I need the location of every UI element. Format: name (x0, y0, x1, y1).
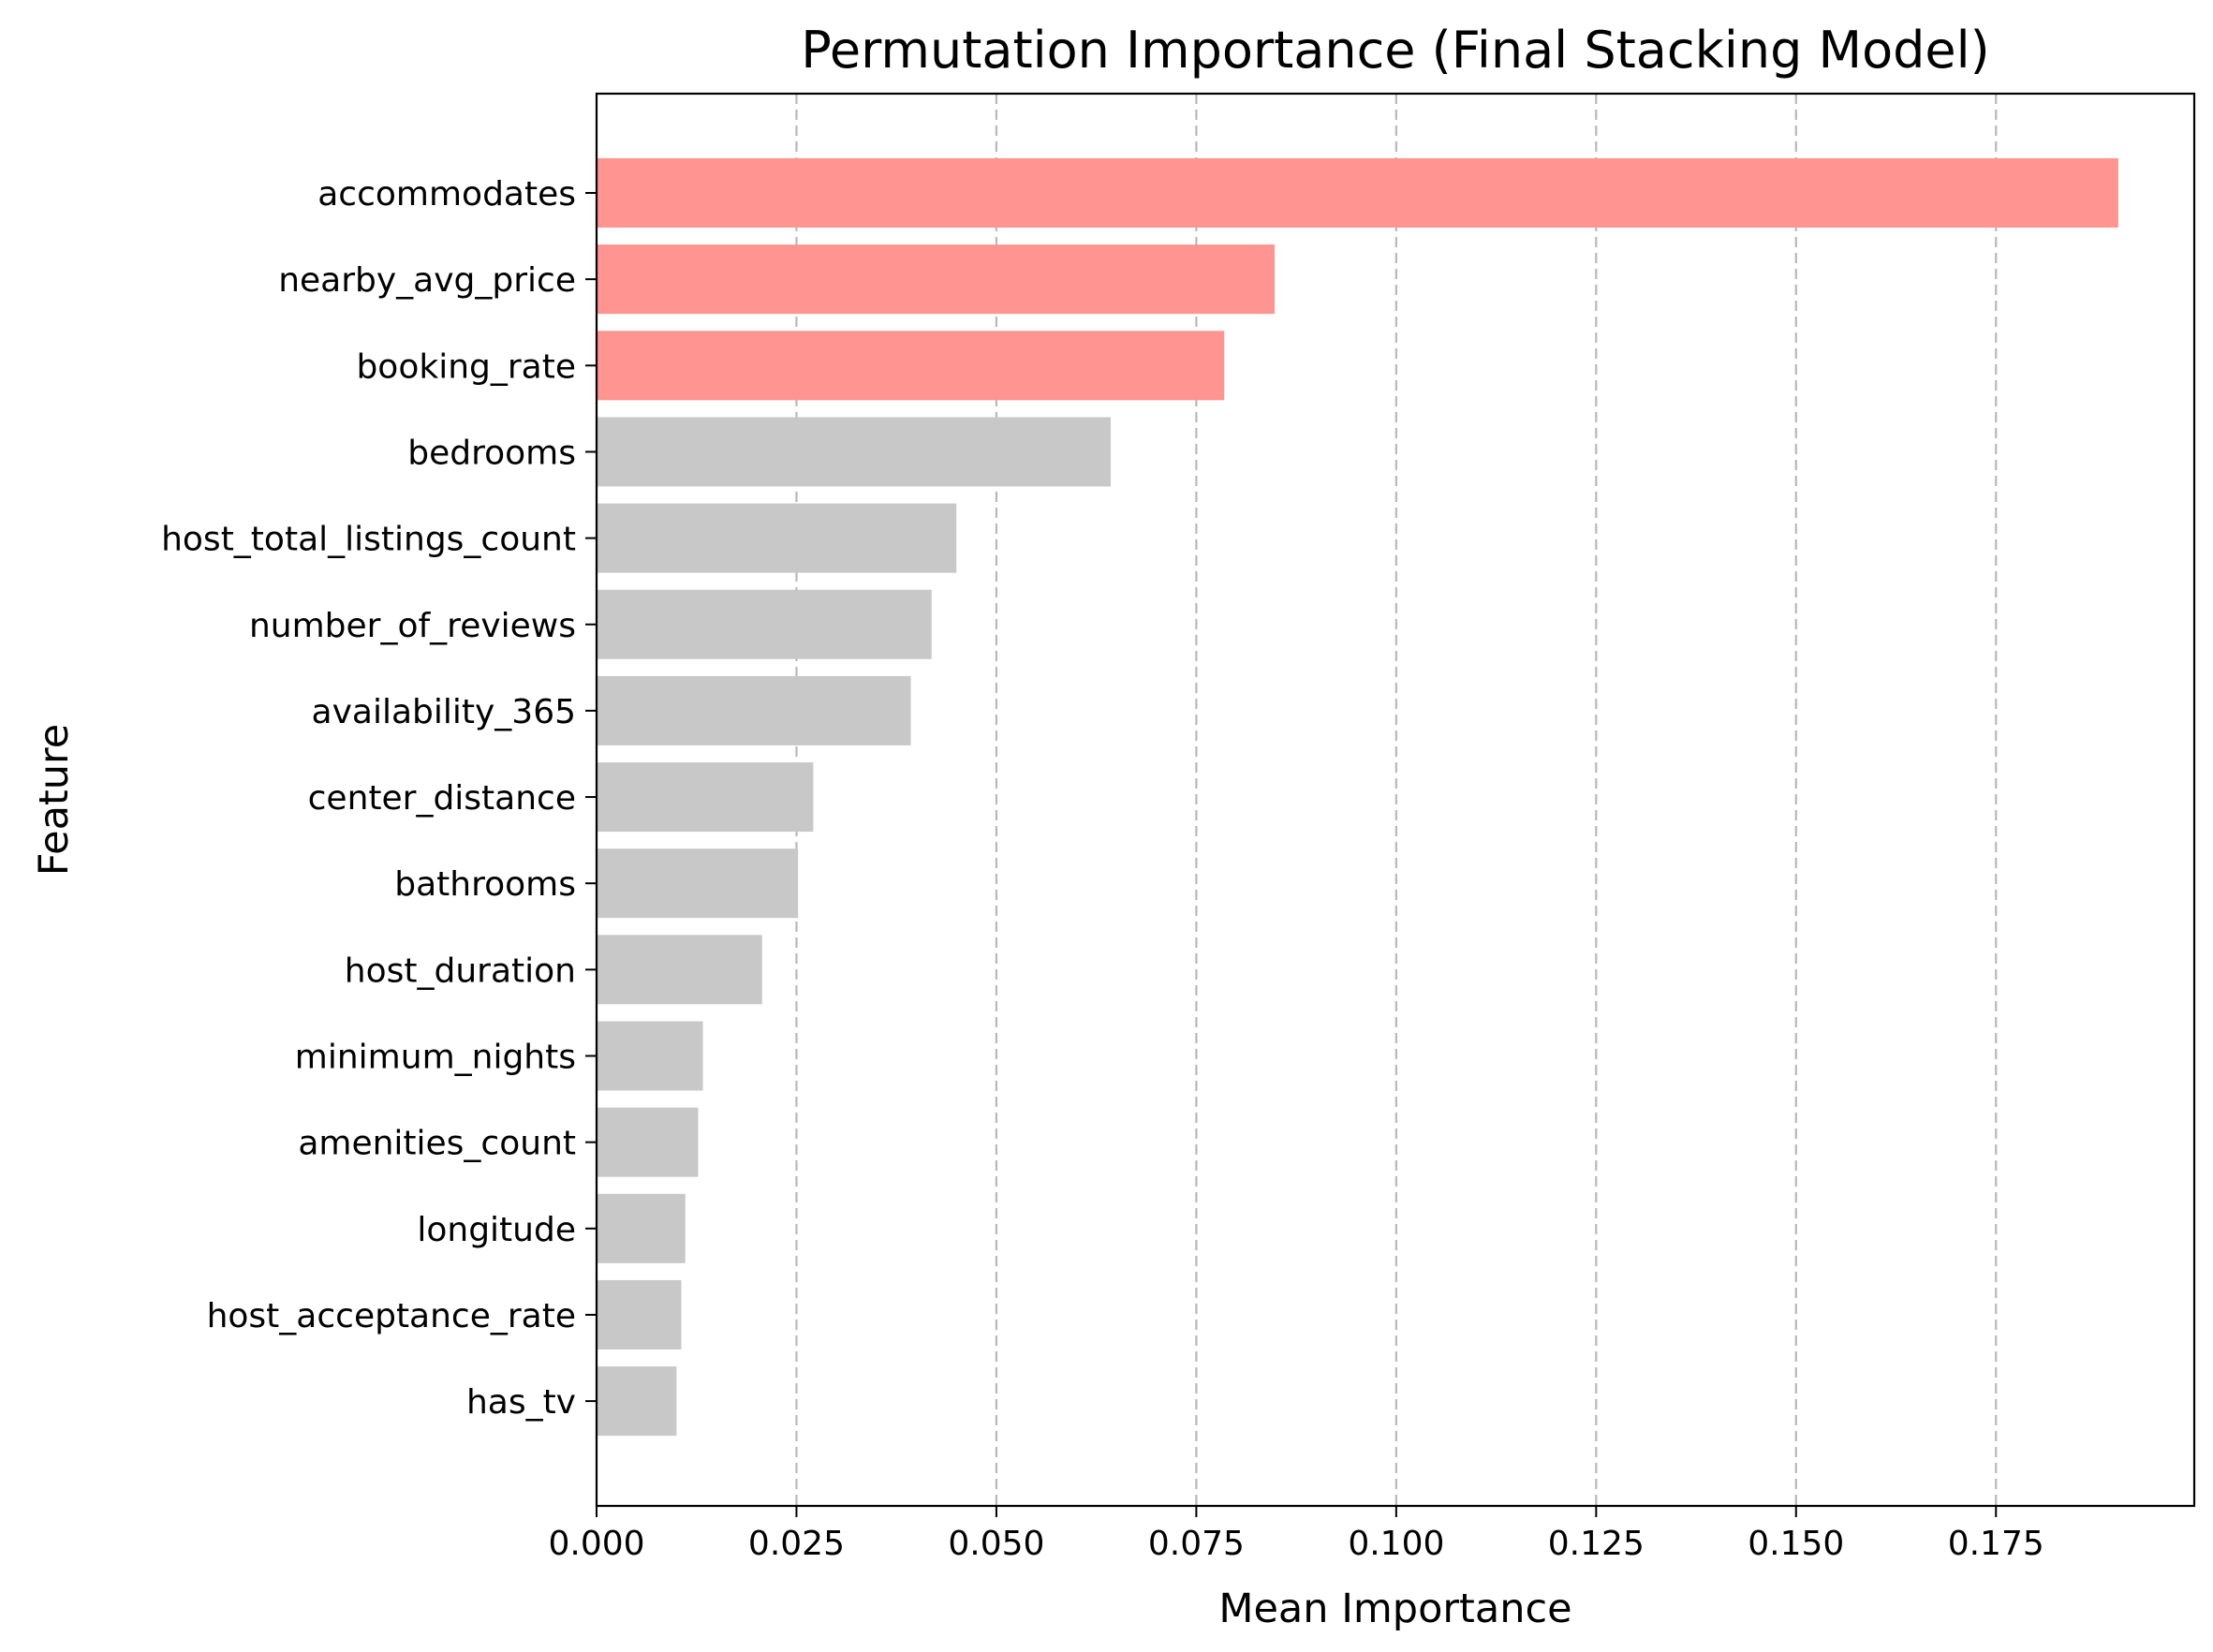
x-tick-label: 0.025 (748, 1525, 845, 1563)
y-tick-label: accommodates (317, 175, 576, 214)
bar-longitude (597, 1193, 686, 1263)
y-tick-label: longitude (417, 1211, 576, 1249)
y-tick-label: host_acceptance_rate (207, 1297, 576, 1335)
chart-title: Permutation Importance (Final Stacking M… (801, 21, 1989, 80)
x-axis-ticks: 0.000 0.025 0.050 0.075 0.100 0.125 0.150 0.175 (548, 1506, 2044, 1563)
bar-host-duration (597, 935, 762, 1005)
bar-bathrooms (597, 848, 799, 919)
bar-accommodates (597, 158, 2118, 228)
y-tick-label: amenities_count (298, 1125, 576, 1163)
x-tick-label: 0.150 (1748, 1525, 1844, 1563)
y-tick-label: host_total_listings_count (161, 521, 576, 559)
bar-bedrooms (597, 417, 1112, 487)
y-tick-label: booking_rate (356, 347, 576, 386)
x-tick-label: 0.125 (1548, 1525, 1645, 1563)
y-tick-label: availability_365 (312, 693, 576, 731)
y-tick-label: bathrooms (394, 865, 576, 904)
bar-host-total-listings-count (597, 503, 957, 573)
bar-center-distance (597, 762, 814, 833)
x-tick-label: 0.075 (1148, 1525, 1245, 1563)
y-tick-label: nearby_avg_price (278, 261, 576, 300)
x-tick-label: 0.000 (548, 1525, 644, 1563)
y-axis-ticks: accommodates nearby_avg_price booking_rate… (161, 175, 597, 1422)
bar-booking-rate (597, 331, 1225, 401)
y-tick-label: bedrooms (407, 434, 576, 472)
bar-host-acceptance-rate (597, 1279, 682, 1350)
x-tick-label: 0.100 (1348, 1525, 1444, 1563)
y-tick-label: center_distance (308, 779, 576, 818)
bar-amenities-count (597, 1107, 699, 1177)
bar-availability-365 (597, 675, 911, 745)
x-tick-label: 0.175 (1948, 1525, 2044, 1563)
bar-nearby-avg-price (597, 244, 1276, 315)
y-tick-label: number_of_reviews (249, 607, 576, 645)
bars (597, 158, 2118, 1437)
x-axis-label: Mean Importance (1218, 1586, 1571, 1632)
bar-minimum-nights (597, 1021, 703, 1091)
x-tick-label: 0.050 (948, 1525, 1044, 1563)
y-axis-label: Feature (31, 724, 78, 877)
y-tick-label: has_tv (466, 1383, 576, 1422)
bar-has-tv (597, 1366, 677, 1437)
bar-number-of-reviews (597, 589, 932, 659)
y-tick-label: host_duration (345, 951, 576, 990)
y-tick-label: minimum_nights (295, 1039, 576, 1077)
